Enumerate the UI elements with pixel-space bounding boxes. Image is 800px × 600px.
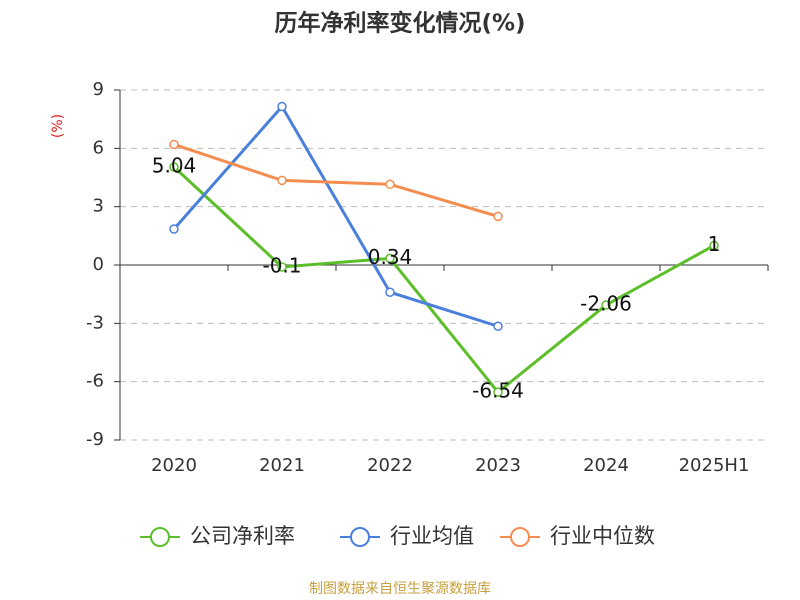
legend-label: 行业中位数	[550, 524, 655, 548]
point	[277, 262, 287, 272]
y-tick-label: 9	[93, 79, 104, 100]
data-label: -6.54	[472, 379, 524, 403]
data-label: -2.06	[580, 292, 632, 316]
x-tick-label: 2021	[259, 455, 305, 476]
point	[277, 101, 287, 112]
legend-marker	[510, 527, 530, 547]
point	[385, 253, 395, 264]
legend-label: 公司净利率	[190, 524, 295, 548]
series-line	[172, 165, 715, 395]
point	[169, 139, 179, 150]
y-tick-label: -3	[86, 312, 104, 333]
point	[709, 240, 719, 251]
chart-title: 历年净利率变化情况(%)	[274, 10, 525, 37]
y-tick-label: -6	[86, 371, 104, 392]
series-line	[173, 143, 499, 218]
point	[385, 179, 395, 190]
legend-marker	[150, 527, 170, 547]
x-tick-label: 2025H1	[679, 455, 750, 476]
point	[385, 287, 395, 297]
point	[601, 300, 611, 310]
y-tick-label: -9	[86, 429, 104, 450]
y-tick-label: 0	[93, 254, 104, 275]
point	[277, 175, 287, 186]
point	[493, 321, 503, 331]
series-line	[172, 103, 499, 328]
data-label: 5.04	[152, 154, 197, 178]
x-tick-label: 2024	[583, 455, 629, 476]
data-label: 0.34	[368, 245, 413, 269]
x-tick-label: 2022	[367, 455, 413, 476]
point	[169, 162, 179, 172]
point	[169, 224, 179, 234]
x-tick-label: 2023	[475, 455, 521, 476]
y-axis-label: (%)	[50, 114, 66, 138]
source-note: 制图数据来自恒生聚源数据库	[309, 581, 491, 597]
data-label: 1	[708, 232, 721, 256]
data-label: -0.1	[262, 253, 301, 277]
legend-label: 行业均值	[390, 524, 474, 548]
y-tick-label: 3	[93, 196, 104, 217]
point	[493, 387, 503, 397]
legend-marker	[350, 527, 370, 547]
x-tick-label: 2020	[151, 455, 197, 476]
y-tick-label: 6	[93, 137, 104, 158]
point	[493, 211, 503, 222]
